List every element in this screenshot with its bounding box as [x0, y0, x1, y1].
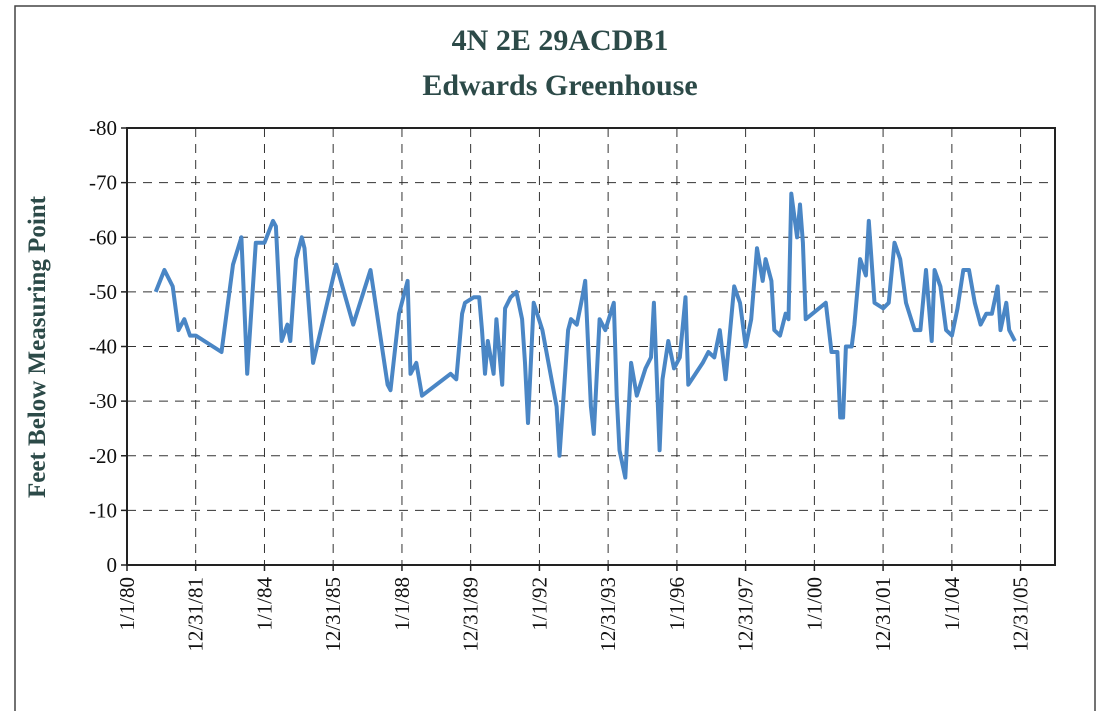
- tick-labels: 0 -10 -20 -30 -40 -50 -60 -70 -80 1/1/80 12/31/81 1…: [89, 116, 1033, 652]
- y-tick-label: -40: [89, 335, 117, 359]
- x-tick-label: 1/1/88: [390, 577, 414, 631]
- y-tick-label: -20: [89, 444, 117, 468]
- grid: [121, 127, 1055, 571]
- data-line: [153, 191, 1017, 480]
- x-tick-label: 12/31/85: [321, 577, 345, 652]
- y-tick-label: -70: [89, 171, 117, 195]
- x-tick-label: 12/31/81: [184, 577, 208, 652]
- y-tick-label: 0: [107, 553, 118, 577]
- y-tick-label: -30: [89, 389, 117, 413]
- x-tick-label: 1/1/92: [527, 577, 551, 631]
- frame: [14, 5, 1096, 711]
- x-tick-label: 1/1/84: [252, 577, 276, 631]
- x-tick-label: 12/31/89: [459, 577, 483, 652]
- y-tick-label: -60: [89, 225, 117, 249]
- x-tick-label: 12/31/05: [1009, 577, 1033, 652]
- plot-border: [126, 127, 1056, 566]
- x-tick-label: 1/1/96: [665, 577, 689, 631]
- y-axis-label: Feet Below Measuring Point: [24, 195, 51, 498]
- x-tick-label: 12/31/93: [596, 577, 620, 652]
- y-tick-label: -50: [89, 280, 117, 304]
- chart-title: 4N 2E 29ACDB1: [452, 24, 669, 57]
- x-tick-label: 1/1/00: [802, 577, 826, 631]
- y-tick-label: -80: [89, 116, 117, 140]
- x-tick-label: 12/31/01: [871, 577, 895, 652]
- plot: [153, 191, 1017, 480]
- x-tick-label: 1/1/80: [115, 577, 139, 631]
- x-tick-label: 12/31/97: [734, 577, 758, 652]
- y-tick-label: -10: [89, 498, 117, 522]
- x-tick-label: 1/1/04: [940, 577, 964, 631]
- chart-subtitle: Edwards Greenhouse: [422, 69, 697, 102]
